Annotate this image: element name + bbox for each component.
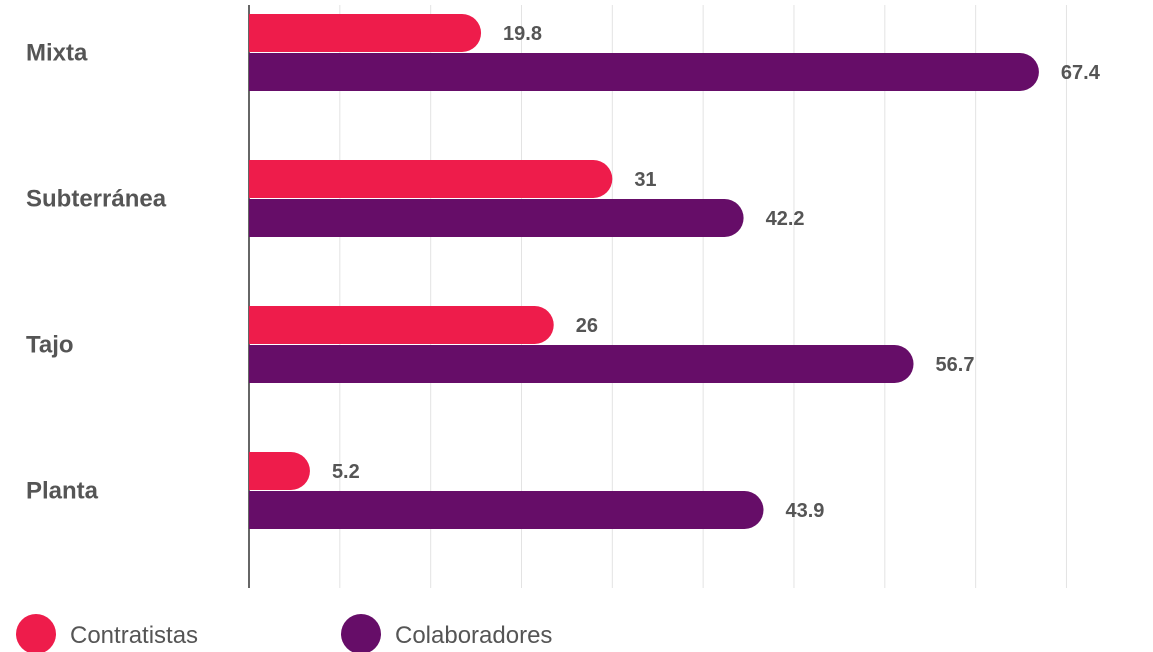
legend-marker-contratistas (16, 614, 56, 652)
data-label: 31 (634, 169, 656, 191)
category-label: Subterránea (26, 186, 167, 213)
legend-label-contratistas: Contratistas (70, 622, 198, 649)
data-label: 56.7 (936, 354, 975, 376)
data-label: 67.4 (1061, 62, 1101, 84)
bar-contratistas-tajo (249, 306, 554, 344)
data-label: 43.9 (786, 500, 825, 522)
legend-marker-colaboradores (341, 614, 381, 652)
legend-label-colaboradores: Colaboradores (395, 622, 552, 649)
bar-contratistas-mixta (249, 14, 482, 52)
bar-colaboradores-mixta (249, 53, 1039, 91)
bar-contratistas-planta (249, 452, 310, 490)
bars (249, 14, 1039, 529)
labels: Mixta 19.8 67.4 Subterránea 31 42.2 Tajo 26 56.7… (26, 23, 1101, 522)
bar-contratistas-subterránea (249, 160, 613, 198)
bar-colaboradores-subterránea (249, 199, 744, 237)
legend: Contratistas Colaboradores (16, 614, 552, 652)
bar-colaboradores-planta (249, 491, 764, 529)
category-label: Planta (26, 478, 99, 505)
category-label: Mixta (26, 40, 88, 67)
bar-colaboradores-tajo (249, 345, 914, 383)
data-label: 19.8 (503, 23, 542, 45)
data-label: 26 (576, 315, 598, 337)
category-label: Tajo (26, 332, 74, 359)
data-label: 5.2 (332, 461, 360, 483)
data-label: 42.2 (766, 208, 805, 230)
grid-lines (248, 5, 1067, 588)
